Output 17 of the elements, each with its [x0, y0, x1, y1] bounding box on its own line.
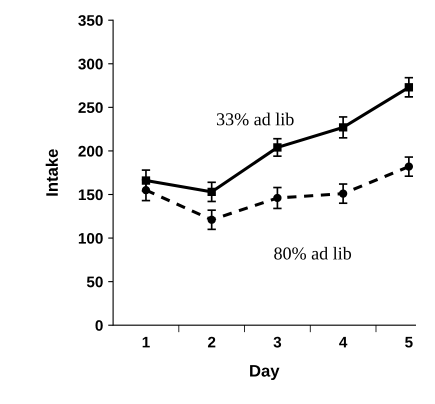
y-tick-label: 250	[78, 102, 103, 114]
y-tick-label: 0	[95, 320, 103, 331]
y-tick-label: 350	[78, 15, 103, 26]
x-axis-title: Day	[250, 365, 280, 380]
x-tick-label: 3	[274, 336, 282, 348]
y-axis-title: Intake	[46, 149, 58, 196]
y-tick-label: 50	[86, 276, 103, 288]
y-tick-label: 100	[78, 232, 103, 244]
x-tick-label: 2	[208, 336, 216, 348]
x-tick-label: 5	[405, 336, 413, 348]
x-tick-label: 4	[339, 336, 348, 348]
y-tick-label: 300	[78, 58, 103, 70]
y-tick-label: 150	[78, 189, 103, 200]
text: 80% ad lib	[274, 246, 352, 260]
series-label: 33% ad lib	[216, 112, 294, 126]
y-tick-label: 200	[78, 146, 103, 157]
x-tick-label: 1	[142, 336, 150, 348]
